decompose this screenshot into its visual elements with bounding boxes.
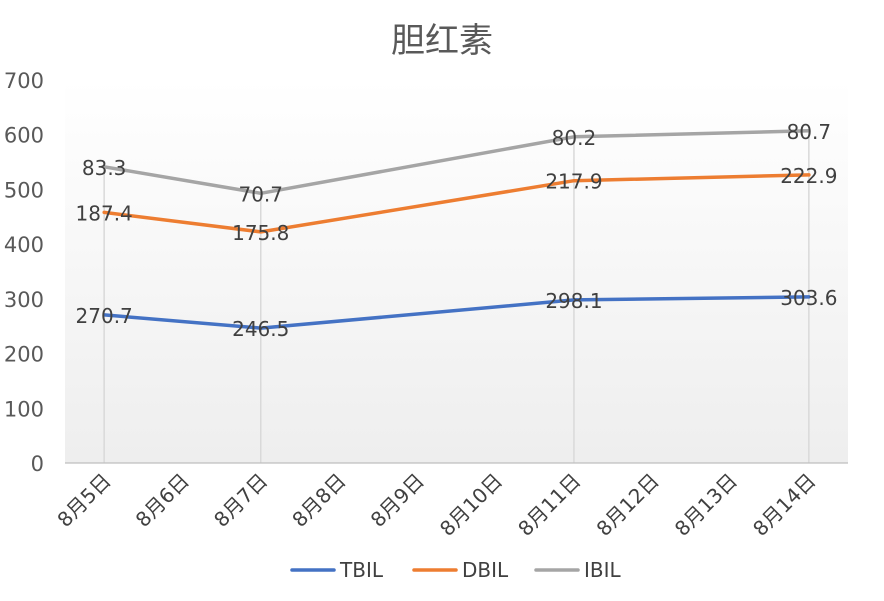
legend-item[interactable]: DBIL [412,558,509,582]
data-label: 222.9 [780,164,837,188]
series-line-dbil [102,173,811,234]
legend-item[interactable]: TBIL [290,558,384,582]
data-label: 80.7 [787,120,832,144]
y-tick-label: 400 [4,233,44,257]
data-label: 298.1 [545,289,602,313]
series-lines [102,129,811,330]
legend-label: TBIL [339,558,384,582]
data-label: 270.7 [76,304,133,328]
series-line-ibil [102,129,811,196]
series-line-tbil [102,295,811,330]
y-tick-label: 100 [4,397,44,421]
data-label: 217.9 [545,170,602,194]
x-tick-label: 8月11日 [513,469,585,541]
y-tick-label: 0 [31,452,44,476]
data-label: 187.4 [76,201,133,225]
y-tick-label: 200 [4,343,44,367]
x-tick-label: 8月9日 [366,469,429,532]
y-tick-label: 700 [4,69,44,93]
x-tick-label: 8月7日 [209,469,272,532]
data-label: 246.5 [232,317,289,341]
legend-label: IBIL [584,558,622,582]
y-tick-label: 500 [4,178,44,202]
plot-area [65,80,848,463]
chart-title: 胆红素 [391,21,493,61]
legend-label: DBIL [462,558,509,582]
y-tick-label: 300 [4,288,44,312]
data-label: 303.6 [780,286,837,310]
legend: TBIL DBIL IBIL [290,558,622,582]
data-label: 175.8 [232,221,289,245]
y-axis: 0 100 200 300 400 500 600 700 [4,69,44,476]
y-tick-label: 600 [4,124,44,148]
x-axis: 8月5日 8月6日 8月7日 8月8日 8月9日 8月10日 8月11日 8月12日 8月13日… [52,469,820,541]
data-label: 80.2 [552,126,597,150]
data-labels: 270.7 246.5 298.1 303.6 187.4 175.8 217.9 222.9… [76,120,838,341]
x-tick-label: 8月8日 [287,469,350,532]
data-label: 70.7 [238,182,283,206]
x-tick-label: 8月10日 [435,469,507,541]
data-label: 83.3 [82,156,127,180]
x-tick-label: 8月5日 [52,469,115,532]
legend-item[interactable]: IBIL [534,558,622,582]
x-tick-label: 8月14日 [748,469,820,541]
x-tick-label: 8月13日 [670,469,742,541]
x-tick-label: 8月6日 [131,469,194,532]
x-tick-label: 8月12日 [592,469,664,541]
